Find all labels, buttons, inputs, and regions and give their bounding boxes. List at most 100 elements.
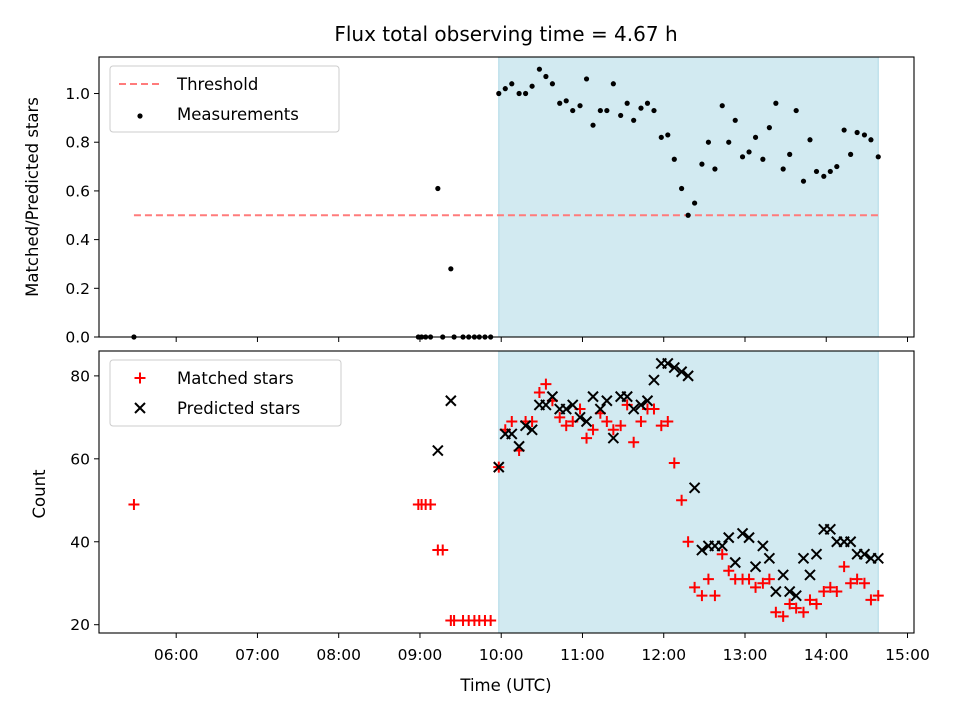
measurement-point xyxy=(732,117,738,123)
measurement-point xyxy=(496,90,502,97)
measurement-point xyxy=(618,112,624,119)
measurement-point xyxy=(800,178,807,184)
measurement-point xyxy=(536,66,543,72)
matched-star-point xyxy=(668,457,680,469)
observing-window-band xyxy=(498,350,879,634)
measurement-point xyxy=(590,122,596,128)
predicted-star-point xyxy=(777,569,789,581)
predicted-star-point xyxy=(574,411,586,424)
matched-star-point xyxy=(581,432,593,444)
matched-star-point xyxy=(128,498,140,510)
predicted-star-point xyxy=(607,432,620,444)
matched-star-point xyxy=(607,424,619,436)
matched-star-point xyxy=(838,561,850,573)
predicted-star-point xyxy=(790,589,802,602)
matched-star-point xyxy=(851,573,863,585)
measurement-point xyxy=(821,173,827,179)
predicted-star-point xyxy=(445,395,457,407)
matched-star-point xyxy=(689,581,701,593)
measurement-point xyxy=(522,90,529,97)
measurement-point xyxy=(502,86,508,92)
predicted-star-point xyxy=(621,390,633,403)
matched-star-point xyxy=(750,581,762,593)
count-panel: 20 40 60 80 06:00 07:00 08:00 09:00 10:00 11:00 12… xyxy=(70,350,930,664)
predicted-star-point xyxy=(736,527,749,540)
matched-star-point xyxy=(696,590,708,602)
predicted-star-point xyxy=(824,523,837,536)
measurement-point xyxy=(570,107,576,114)
matched-star-point xyxy=(533,386,545,398)
y-tick-label: 0.8 xyxy=(65,134,90,152)
legend-label: Measurements xyxy=(177,105,299,124)
legend: Matched stars Predicted stars xyxy=(109,359,342,427)
predicted-star-point xyxy=(749,560,762,573)
x-tick-label: 07:00 xyxy=(235,646,280,664)
predicted-star-point xyxy=(567,399,579,411)
measurement-point xyxy=(807,137,813,143)
measurement-point xyxy=(624,100,630,106)
predicted-star-point xyxy=(627,403,640,415)
predicted-star-point xyxy=(519,419,532,432)
predicted-star-point xyxy=(526,424,538,436)
x-tick-label: 13:00 xyxy=(723,646,768,664)
x-tick-label: 11:00 xyxy=(560,646,605,664)
matched-star-point xyxy=(601,416,613,427)
measurement-point xyxy=(610,81,616,87)
matched-star-point xyxy=(777,610,789,622)
predicted-star-point xyxy=(540,399,552,411)
y-tick-label: 40 xyxy=(70,533,90,551)
predicted-star-point xyxy=(641,395,654,407)
legend-label: Threshold xyxy=(176,75,258,94)
predicted-star-point xyxy=(763,552,776,565)
y-tick-label: 60 xyxy=(70,450,90,468)
legend-box xyxy=(109,359,342,427)
matched-star-point xyxy=(784,598,796,610)
matched-star-point xyxy=(845,577,857,589)
predicted-star-point xyxy=(432,444,444,457)
chart-title: Flux total observing time = 4.67 h xyxy=(334,22,677,46)
predicted-star-point xyxy=(797,552,810,565)
x-tick-label: 10:00 xyxy=(479,646,524,664)
measurement-point xyxy=(760,156,766,162)
y-tick-label: 0.0 xyxy=(65,329,90,347)
measurement-point xyxy=(685,212,691,218)
x-tick-label: 08:00 xyxy=(316,646,361,664)
y-tick-label: 80 xyxy=(70,367,90,385)
measurement-point xyxy=(752,134,759,140)
axes-frame xyxy=(98,56,915,338)
ratio-panel: 0.0 0.2 0.4 0.6 0.8 1.0 Threshold Measurements xyxy=(65,56,915,347)
measurement-point xyxy=(583,76,590,82)
predicted-star-point xyxy=(872,552,884,565)
predicted-star-point xyxy=(770,585,782,598)
predicted-star-point xyxy=(723,531,735,544)
matched-star-point xyxy=(810,598,822,610)
matched-star-point xyxy=(818,586,830,598)
measurement-point xyxy=(739,154,746,160)
matched-star-point xyxy=(425,498,437,510)
measurement-point xyxy=(699,161,705,167)
predicted-star-point xyxy=(810,548,823,560)
legend-measurement-swatch xyxy=(137,113,143,119)
x-tick-label: 15:00 xyxy=(885,646,930,664)
matched-star-point xyxy=(872,590,884,602)
measurement-point xyxy=(671,156,677,162)
measurement-point xyxy=(448,266,454,272)
predicted-star-point xyxy=(844,536,857,548)
measurement-point xyxy=(516,90,522,97)
x-tick-label: 06:00 xyxy=(154,646,199,664)
y-axis-label-bottom: Count xyxy=(30,469,49,519)
predicted-star-point xyxy=(757,540,769,552)
y-tick-label: 20 xyxy=(70,616,90,634)
measurement-point xyxy=(549,81,556,87)
predicted-star-point xyxy=(560,403,572,415)
legend-box xyxy=(109,65,340,133)
legend-matched-swatch xyxy=(134,372,146,384)
matched-star-point xyxy=(540,378,552,390)
predicted-star-point xyxy=(668,361,681,374)
predicted-star-point xyxy=(675,366,688,378)
measurement-point xyxy=(529,83,535,89)
measurement-point xyxy=(658,134,664,140)
measurement-point xyxy=(665,132,671,138)
measurement-point xyxy=(692,200,698,206)
